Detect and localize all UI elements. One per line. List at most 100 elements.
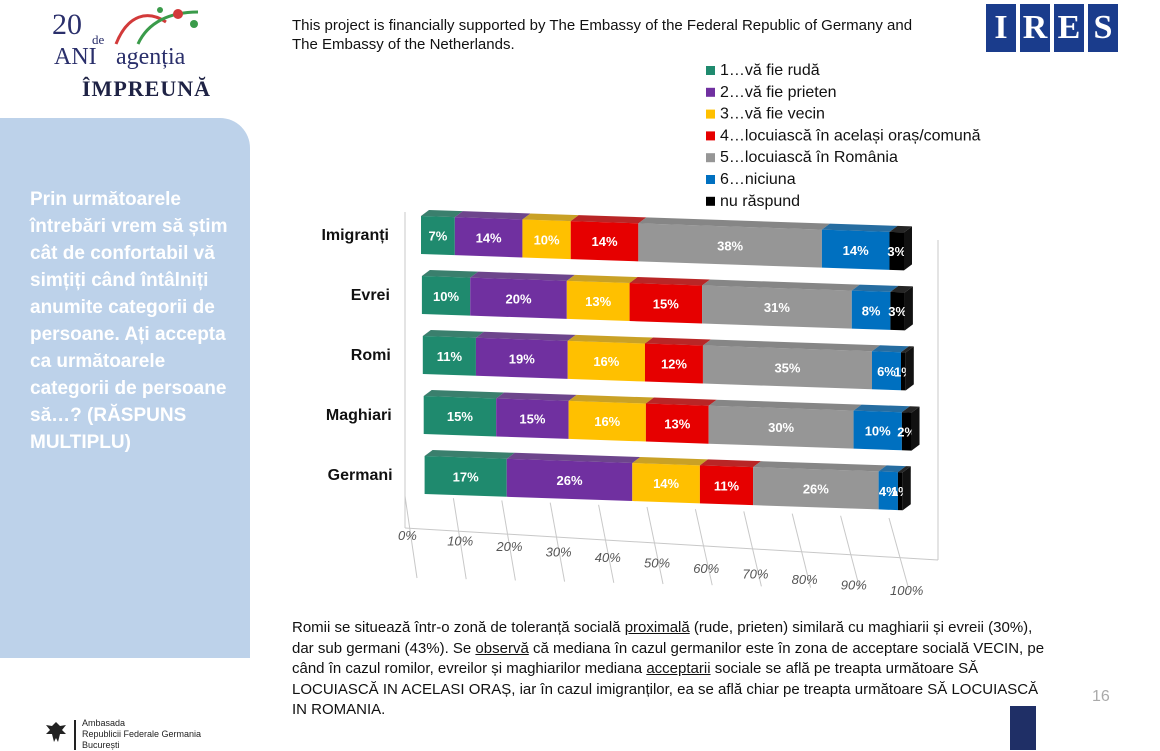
- bar-value-label: 16%: [593, 354, 619, 369]
- bar-value-label: 11%: [714, 478, 740, 493]
- bar-value-label: 38%: [717, 239, 743, 254]
- analysis-underline-1: proximală: [624, 619, 690, 636]
- bar-segment-top: [702, 279, 860, 291]
- bar-segment: [644, 343, 703, 384]
- bar-value-label: 15%: [519, 412, 545, 427]
- bar-segment-top: [568, 394, 654, 404]
- ires-logo: I R E S: [986, 4, 1122, 62]
- legend-swatch-5: [706, 153, 715, 163]
- page-number: 16: [1092, 688, 1110, 705]
- embassy-line-1: Ambasada: [82, 718, 126, 728]
- bar-segment: [853, 410, 902, 451]
- bar-segment-top: [871, 345, 909, 353]
- ires-letter-r: R: [1020, 4, 1050, 52]
- bar-segment: [421, 276, 471, 316]
- bar-value-label: 15%: [447, 409, 473, 424]
- analysis-text-1: Romii se situează într-o zonă de toleran…: [292, 619, 625, 636]
- bar-end-cap: [911, 406, 920, 451]
- bar-segment: [821, 229, 890, 270]
- embassy-logo: Ambasada Republicii Federale Germania Bu…: [44, 718, 264, 750]
- bar-segment: [470, 277, 567, 319]
- logo-agentia: agenția: [116, 44, 186, 70]
- bar-segment-top: [753, 461, 887, 472]
- bar-segment-top: [645, 397, 717, 406]
- grid-floor-line: [598, 504, 615, 583]
- grid-floor-line: [840, 515, 861, 589]
- logo-swirl-icon: [114, 7, 199, 45]
- logo-ani: ANI: [54, 44, 97, 70]
- footer-accent-bar: [1010, 706, 1036, 750]
- bar-value-label: 8%: [862, 303, 881, 318]
- bar-value-label: 26%: [556, 473, 582, 488]
- legend-label-7: nu răspund: [720, 193, 800, 210]
- legend-swatch-4: [706, 131, 715, 141]
- bar-value-label: 19%: [509, 351, 535, 366]
- grid-floor-line: [404, 495, 418, 579]
- bar-segment-top: [901, 406, 920, 413]
- logo-de: de: [92, 32, 105, 47]
- bar-segment-top: [889, 225, 912, 233]
- bar-value-label: 31%: [764, 300, 790, 315]
- bar-segment: [889, 231, 904, 271]
- bar-value-label: 14%: [592, 234, 618, 249]
- x-tick-label: 90%: [841, 578, 867, 593]
- eagle-icon: [46, 722, 66, 742]
- bar-segment: [496, 398, 569, 439]
- bar-value-label: 30%: [768, 420, 794, 435]
- bar-segment: [897, 472, 903, 511]
- bar-segment-top: [522, 213, 579, 222]
- bar-segment: [851, 290, 891, 330]
- stacked-bar-chart: 1…vă fie rudă 2…vă fie prieten 3…vă fie ve…: [321, 62, 980, 598]
- bar-segment: [890, 291, 905, 331]
- bar-segment-top: [897, 466, 911, 473]
- embassy-divider: [74, 720, 76, 750]
- bar-segment: [871, 351, 901, 391]
- embassy-text: Ambasada Republicii Federale Germania Bu…: [82, 718, 201, 751]
- legend-label-2: 2…vă fie prieten: [720, 84, 837, 101]
- grid-floor-line: [452, 498, 467, 580]
- grid-floor-line: [791, 513, 812, 588]
- bar-segment-top: [424, 450, 515, 459]
- bar-segment: [568, 400, 646, 442]
- bar-value-label: 12%: [661, 357, 687, 372]
- category-label: Imigranți: [321, 227, 389, 244]
- bar-segment-top: [851, 284, 899, 292]
- bar-value-label: 13%: [664, 417, 690, 432]
- bar-end-cap: [904, 226, 912, 271]
- analysis-underline-2: observă: [475, 639, 529, 657]
- ires-letter-e: E: [1054, 4, 1084, 52]
- category-label: Maghiari: [326, 407, 392, 424]
- bar-segment: [454, 217, 523, 258]
- bar-segment-top: [570, 215, 647, 224]
- bar-segment: [708, 405, 854, 449]
- bar-segment-top: [423, 390, 505, 399]
- bar-segment-top: [421, 210, 463, 218]
- bar-value-label: 14%: [653, 476, 679, 491]
- legend-swatch-7: [706, 196, 715, 206]
- analysis-paragraph: Romii se situează într-o zonă de toleran…: [292, 618, 1052, 721]
- bar-segment: [901, 412, 912, 451]
- bar-segment-top: [638, 217, 830, 230]
- logo-impreuna: ÎMPREUNĂ: [82, 76, 211, 101]
- bar-value-label: 3%: [887, 244, 906, 259]
- bar-segment-top: [496, 392, 577, 401]
- bar-segment: [629, 283, 703, 324]
- legend-label-5: 5…locuiască în România: [720, 149, 898, 166]
- legend-label-3: 3…vă fie vecin: [720, 106, 825, 123]
- logo-number: 20: [52, 8, 82, 41]
- bar-value-label: 14%: [476, 230, 502, 245]
- bar-value-label: 15%: [653, 296, 679, 311]
- bar-segment-top: [567, 334, 653, 344]
- grid-floor-line: [694, 509, 713, 586]
- bar-segment-top: [900, 346, 914, 353]
- category-label: Evrei: [351, 287, 390, 304]
- bar-segment: [506, 458, 633, 502]
- bar-value-label: 17%: [453, 469, 479, 484]
- bar-segment: [422, 336, 476, 376]
- bar-end-cap: [904, 286, 913, 331]
- bar-segment: [421, 216, 455, 256]
- bar-value-label: 14%: [843, 243, 869, 258]
- bar-segment-top: [629, 277, 711, 286]
- x-tick-label: 50%: [644, 556, 670, 571]
- bar-segment: [423, 396, 497, 437]
